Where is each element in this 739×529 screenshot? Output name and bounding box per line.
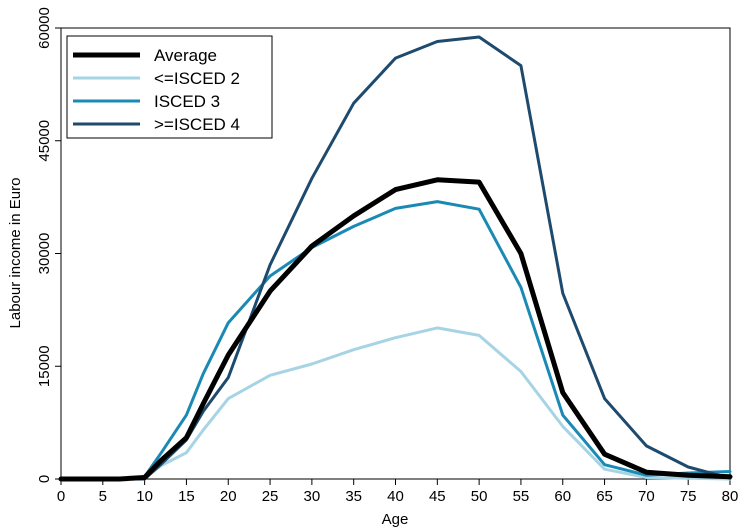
series-line-0	[58, 177, 733, 482]
x-tick-label: 45	[429, 488, 446, 505]
legend-label-2: ISCED 3	[154, 92, 220, 111]
y-axis-ticks: 0 15000 30000 45000 60000	[36, 7, 61, 483]
y-tick-label: 0	[36, 475, 53, 483]
x-tick-label: 80	[722, 488, 739, 505]
y-tick-label: 60000	[36, 7, 53, 49]
legend-label-0: Average	[154, 46, 217, 65]
x-tick-label: 10	[136, 488, 153, 505]
x-tick-label: 0	[57, 488, 65, 505]
x-tick-label: 60	[554, 488, 571, 505]
x-tick-label: 5	[99, 488, 107, 505]
series-lines	[58, 35, 733, 482]
y-tick-label: 30000	[36, 233, 53, 275]
legend-label-1: <=ISCED 2	[154, 69, 240, 88]
x-tick-label: 55	[513, 488, 530, 505]
x-tick-label: 30	[304, 488, 321, 505]
x-axis-ticks: 0 5 10 15 20 25 30 35 40 45 50 55 60 65 70 75 80	[57, 479, 739, 505]
x-tick-label: 40	[387, 488, 404, 505]
x-tick-label: 70	[638, 488, 655, 505]
x-tick-label: 35	[345, 488, 362, 505]
y-tick-label: 45000	[36, 120, 53, 162]
x-tick-label: 15	[178, 488, 195, 505]
y-axis-title: Labour income in Euro	[7, 178, 24, 329]
legend-label-3: >=ISCED 4	[154, 115, 240, 134]
x-tick-label: 75	[680, 488, 697, 505]
y-tick-label: 15000	[36, 345, 53, 387]
x-tick-label: 65	[596, 488, 613, 505]
x-axis-title: Age	[382, 511, 409, 528]
x-tick-label: 50	[471, 488, 488, 505]
x-tick-label: 25	[262, 488, 279, 505]
x-tick-label: 20	[220, 488, 237, 505]
legend: Average <=ISCED 2 ISCED 3 >=ISCED 4	[66, 35, 273, 139]
